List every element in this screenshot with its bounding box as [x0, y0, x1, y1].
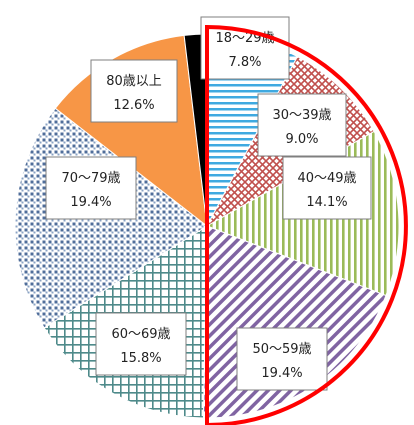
category-label: 50～59歳 [252, 342, 311, 357]
category-label: 60～69歳 [111, 327, 170, 342]
category-label: 18～29歳 [215, 31, 274, 46]
slice-70-79-label: 70～79歳 19.4% [45, 156, 137, 220]
slice-80-plus-label: 80歳以上 12.6% [90, 59, 178, 123]
category-label: 70～79歳 [61, 171, 120, 186]
value-label: 19.4% [261, 366, 302, 381]
value-label: 19.4% [70, 195, 111, 210]
label-box [95, 312, 187, 376]
slice-60-69-label: 60～69歳 15.8% [95, 312, 187, 376]
highlight-arc [205, 24, 408, 425]
value-label: 14.1% [306, 195, 347, 210]
slice-30-39-label: 30～39歳 9.0% [257, 93, 347, 157]
label-box [45, 156, 137, 220]
category-label: 40～49歳 [297, 171, 356, 186]
label-box [282, 156, 372, 220]
category-label: 30～39歳 [272, 108, 331, 123]
value-label: 7.8% [228, 55, 261, 70]
label-box [236, 327, 328, 391]
label-box [257, 93, 347, 157]
value-label: 15.8% [120, 351, 161, 366]
value-label: 9.0% [285, 132, 318, 147]
slice-50-59-label: 50～59歳 19.4% [236, 327, 328, 391]
category-label: 80歳以上 [106, 74, 162, 89]
value-label: 12.6% [113, 98, 154, 113]
label-box [90, 59, 178, 123]
slice-40-49-label: 40～49歳 14.1% [282, 156, 372, 220]
